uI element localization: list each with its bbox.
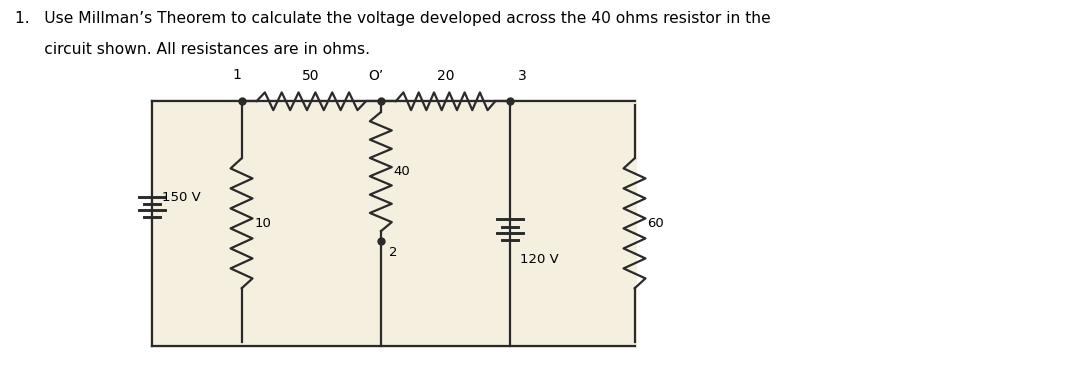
Text: circuit shown. All resistances are in ohms.: circuit shown. All resistances are in oh… xyxy=(15,42,369,57)
FancyBboxPatch shape xyxy=(150,99,636,347)
Text: 10: 10 xyxy=(255,217,271,230)
Text: 2: 2 xyxy=(389,246,397,259)
Text: 120 V: 120 V xyxy=(521,253,558,266)
Text: 1.   Use Millman’s Theorem to calculate the voltage developed across the 40 ohms: 1. Use Millman’s Theorem to calculate th… xyxy=(15,11,770,26)
Text: O’: O’ xyxy=(368,68,383,83)
Text: 50: 50 xyxy=(302,68,320,83)
Text: 3: 3 xyxy=(518,68,527,83)
Text: 1: 1 xyxy=(232,68,241,81)
Text: 60: 60 xyxy=(647,217,664,230)
Text: 20: 20 xyxy=(436,68,455,83)
Text: 40: 40 xyxy=(394,165,410,178)
Text: 150 V: 150 V xyxy=(162,191,201,204)
